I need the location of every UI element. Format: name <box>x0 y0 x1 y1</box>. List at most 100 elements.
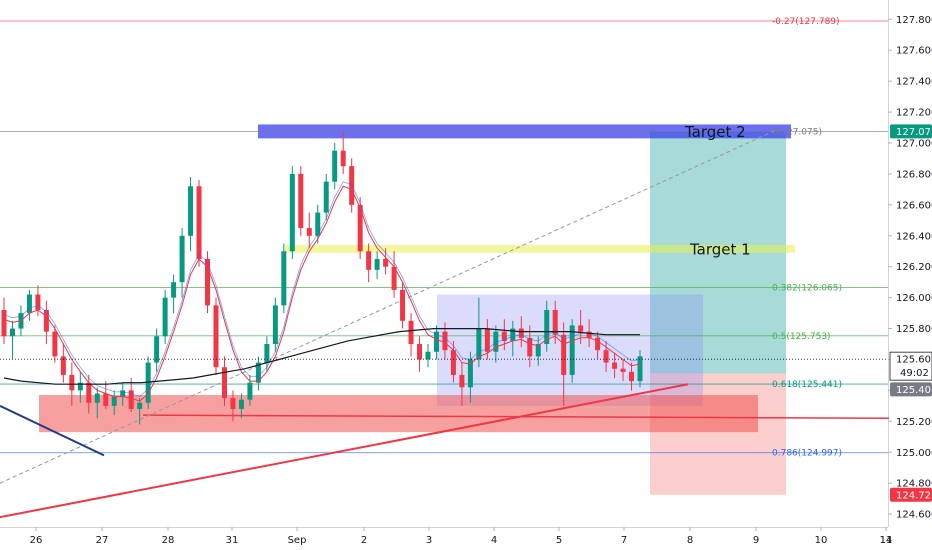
candle-body <box>154 336 160 363</box>
candle-body <box>120 390 126 397</box>
candle-body <box>366 251 372 270</box>
candle-body <box>340 150 346 167</box>
candle-body <box>281 251 287 306</box>
candle-body <box>391 266 397 290</box>
candle-body <box>442 331 448 351</box>
fast-ema-line <box>3 181 641 398</box>
fib-level-label: 0(127.075) <box>772 127 822 137</box>
price-tag-bg <box>890 487 932 502</box>
price-tag: 125.407 <box>896 385 932 396</box>
candle-body <box>595 337 601 351</box>
candle-body <box>255 362 261 383</box>
price-tick-label: 127.000 <box>896 139 932 150</box>
target-2-label: Target 2 <box>684 123 746 141</box>
candle-body <box>586 331 592 338</box>
candle-body <box>459 374 465 388</box>
trendlines <box>0 130 891 519</box>
downtrend-line[interactable] <box>0 404 105 457</box>
candle-body <box>213 305 219 368</box>
candle-body <box>332 150 338 182</box>
candle-body <box>196 186 202 259</box>
price-tag: 127.075 <box>896 127 932 138</box>
candle-body <box>35 294 41 310</box>
current-price-tag-bg <box>889 351 932 381</box>
candle-body <box>400 289 406 321</box>
time-tick-label: 10 <box>815 535 828 546</box>
time-tick-label: 8 <box>687 535 693 546</box>
candle-body <box>561 334 567 375</box>
candle-body <box>374 258 380 270</box>
candle-body <box>306 228 312 236</box>
price-tick-label: 126.200 <box>896 262 932 273</box>
candle-body <box>323 181 329 213</box>
time-tick-label: 27 <box>96 535 109 546</box>
price-tick-label: 127.400 <box>896 77 932 88</box>
candle-body <box>578 325 584 332</box>
candle-body <box>238 399 244 409</box>
candle-body <box>230 398 236 409</box>
ema-line <box>3 185 641 402</box>
price-tick-label: 126.800 <box>896 169 932 180</box>
price-tag: 124.725 <box>896 490 932 501</box>
time-tick-label: 2 <box>361 535 367 546</box>
candle-body <box>467 359 473 388</box>
candle-body <box>188 186 194 236</box>
time-axis-background <box>0 528 888 550</box>
candle-body <box>52 331 58 357</box>
demand-zone-box[interactable] <box>39 395 758 433</box>
candle-body <box>484 328 490 352</box>
price-tick-label: 126.000 <box>896 293 932 304</box>
candle-body <box>221 367 227 399</box>
support-trendline[interactable] <box>0 383 689 519</box>
candle-body <box>493 331 499 352</box>
candle-body <box>128 390 134 409</box>
candle-body <box>205 258 211 306</box>
target-1-zone[interactable] <box>285 245 795 253</box>
candle-body <box>9 328 15 337</box>
candle-body <box>552 309 558 335</box>
current-price-tag: 125.602 <box>896 355 932 366</box>
price-tick-label: 124.800 <box>896 479 932 490</box>
bar-countdown: 49:02 <box>900 368 929 379</box>
fib-level-label: -0.27(127.789) <box>772 17 840 27</box>
price-tick-label: 125.800 <box>896 324 932 335</box>
price-tick-label: 126.400 <box>896 231 932 242</box>
time-tick-label: 5 <box>556 535 562 546</box>
candle-body <box>60 356 66 375</box>
time-tick-label: 7 <box>621 535 627 546</box>
candle-body <box>408 320 414 345</box>
candle-body <box>162 297 168 337</box>
price-tick-label: 126.600 <box>896 200 932 211</box>
fib-trend-dashed-line[interactable] <box>0 130 776 484</box>
price-axis-background <box>889 0 932 550</box>
candle-body <box>298 173 304 229</box>
price-tick-label: 124.600 <box>896 510 932 521</box>
candle-body <box>179 235 185 283</box>
candle-body <box>417 344 423 360</box>
price-tag-bg <box>890 382 932 397</box>
horizontal-support-line[interactable] <box>142 414 891 419</box>
price-tag-bg <box>890 124 932 139</box>
candle-body <box>69 374 75 391</box>
time-tick-label: 14 <box>880 535 893 546</box>
candle-body <box>103 393 109 406</box>
candle-body <box>1 309 7 337</box>
time-tick-label: 3 <box>426 535 432 546</box>
time-tick-label: 31 <box>226 535 239 546</box>
candle-body <box>171 282 177 298</box>
price-axis[interactable]: 127.800 127.600 127.400 127.200 127.000 126.8… <box>888 0 932 550</box>
time-tick-label: 11 <box>880 535 893 546</box>
candle-body <box>137 402 143 409</box>
candle-body <box>637 356 643 382</box>
candle-body <box>629 371 635 382</box>
time-tick-label: 26 <box>30 535 43 546</box>
candle-body <box>315 212 321 236</box>
long-position-loss-zone[interactable] <box>650 373 786 495</box>
candle-body <box>569 325 575 375</box>
fib-level-label: 0.5(125.753) <box>772 332 831 342</box>
target-1-label: Target 1 <box>689 240 751 258</box>
